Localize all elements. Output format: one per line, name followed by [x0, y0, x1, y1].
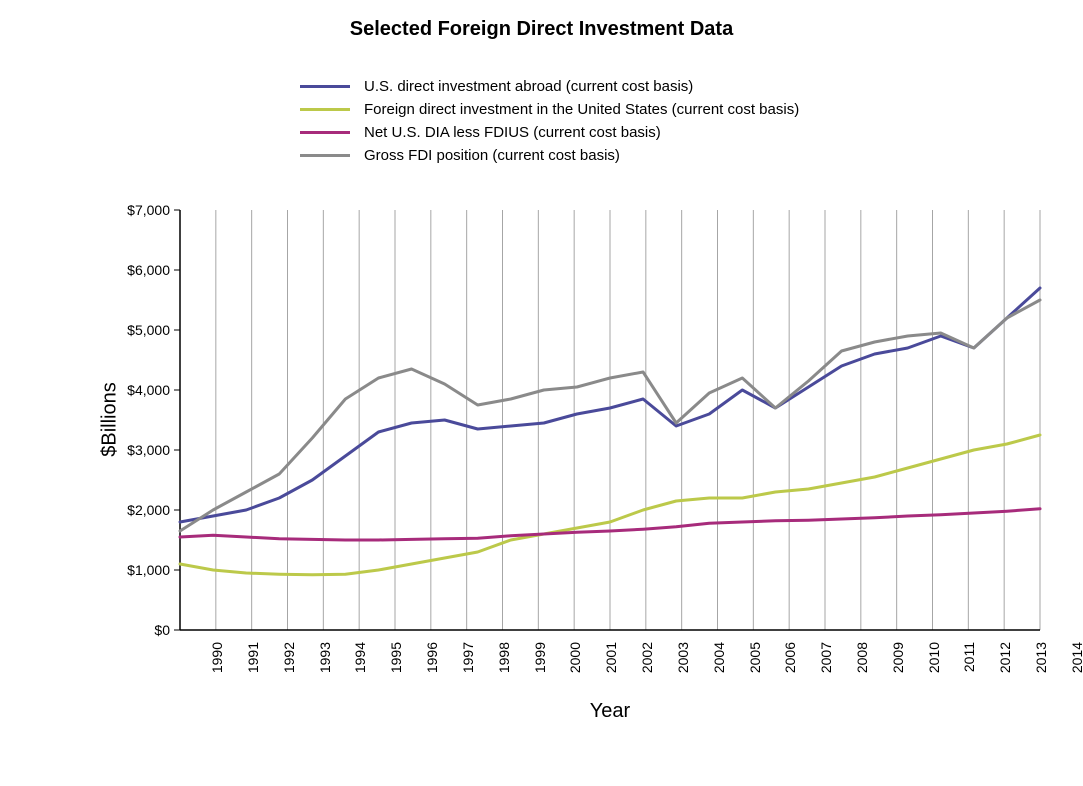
chart-container: Selected Foreign Direct Investment Data …: [0, 0, 1083, 786]
x-tick-label: 2013: [1033, 642, 1049, 673]
x-tick-label: 1994: [352, 642, 368, 673]
x-tick-label: 2004: [711, 642, 727, 673]
x-tick-label: 1991: [245, 642, 261, 673]
x-tick-label: 2008: [854, 642, 870, 673]
x-tick-label: 2000: [567, 642, 583, 673]
y-tick-label: $4,000: [110, 382, 170, 398]
x-tick-label: 2003: [675, 642, 691, 673]
x-tick-label: 1997: [460, 642, 476, 673]
x-tick-label: 1998: [496, 642, 512, 673]
y-tick-label: $1,000: [110, 562, 170, 578]
x-tick-label: 1995: [388, 642, 404, 673]
x-tick-label: 2014: [1069, 642, 1083, 673]
x-tick-label: 1999: [532, 642, 548, 673]
x-tick-label: 2009: [890, 642, 906, 673]
x-tick-label: 2006: [782, 642, 798, 673]
x-tick-label: 2007: [818, 642, 834, 673]
x-tick-label: 1993: [317, 642, 333, 673]
x-tick-label: 2001: [603, 642, 619, 673]
x-tick-label: 2002: [639, 642, 655, 673]
y-tick-label: $6,000: [110, 262, 170, 278]
x-axis-label: Year: [570, 700, 650, 723]
x-tick-label: 2011: [961, 642, 977, 672]
y-tick-label: $0: [110, 622, 170, 638]
x-tick-label: 1990: [209, 642, 225, 673]
x-tick-label: 1992: [281, 642, 297, 673]
x-tick-label: 1996: [424, 642, 440, 673]
y-tick-label: $7,000: [110, 202, 170, 218]
x-tick-label: 2010: [926, 642, 942, 673]
x-tick-label: 2012: [997, 642, 1013, 673]
x-tick-label: 2005: [747, 642, 763, 673]
y-axis-label: $Billions: [99, 350, 122, 490]
y-tick-label: $5,000: [110, 322, 170, 338]
y-tick-label: $3,000: [110, 442, 170, 458]
y-tick-label: $2,000: [110, 502, 170, 518]
